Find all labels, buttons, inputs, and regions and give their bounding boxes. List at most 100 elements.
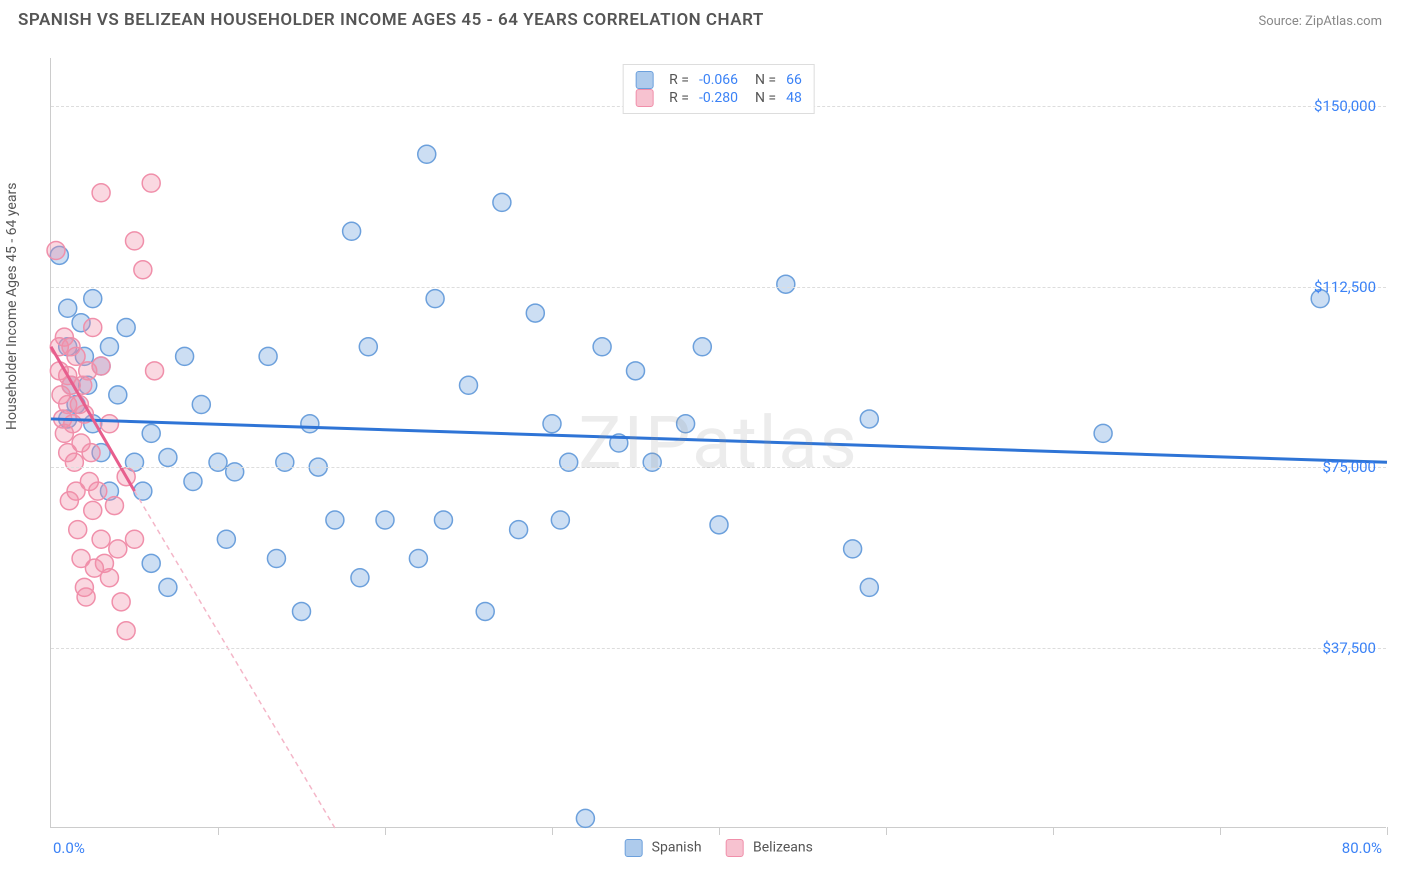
data-point — [860, 410, 878, 428]
data-point — [92, 357, 110, 375]
data-point — [643, 453, 661, 471]
data-point — [59, 299, 77, 317]
swatch-spanish — [624, 839, 642, 857]
data-point — [176, 347, 194, 365]
legend-item-spanish: Spanish — [624, 839, 701, 857]
data-point — [493, 193, 511, 211]
gridline — [51, 287, 1386, 288]
data-point — [418, 145, 436, 163]
corr-r-label: R = — [669, 90, 689, 106]
data-point — [1094, 424, 1112, 442]
y-axis-label: Householder Income Ages 45 - 64 years — [4, 183, 20, 430]
x-tick — [385, 827, 386, 835]
data-point — [376, 511, 394, 529]
data-point — [67, 347, 85, 365]
corr-r-label: R = — [669, 72, 689, 88]
corr-n-label: N = — [748, 72, 776, 88]
plot-svg — [51, 58, 1386, 827]
corr-r-spanish: -0.066 — [699, 72, 738, 88]
data-point — [92, 184, 110, 202]
data-point — [159, 578, 177, 596]
y-tick-label: $75,000 — [1322, 458, 1376, 476]
data-point — [105, 497, 123, 515]
data-point — [226, 463, 244, 481]
corr-row-spanish: R = -0.066 N = 66 — [635, 71, 802, 89]
data-point — [89, 482, 107, 500]
data-point — [543, 415, 561, 433]
x-tick — [1053, 827, 1054, 835]
gridline — [51, 648, 1386, 649]
data-point — [259, 347, 277, 365]
data-point — [526, 304, 544, 322]
x-tick — [886, 827, 887, 835]
data-point — [69, 521, 87, 539]
data-point — [142, 424, 160, 442]
data-point — [217, 530, 235, 548]
y-tick-label: $112,500 — [1314, 278, 1376, 296]
series-legend: Spanish Belizeans — [624, 839, 813, 857]
legend-label-spanish: Spanish — [652, 840, 702, 856]
data-point — [276, 453, 294, 471]
data-point — [100, 338, 118, 356]
data-point — [460, 376, 478, 394]
data-point — [434, 511, 452, 529]
swatch-belizeans — [635, 89, 653, 107]
x-tick — [552, 827, 553, 835]
data-point — [593, 338, 611, 356]
y-tick-label: $150,000 — [1314, 97, 1376, 115]
legend-label-belizeans: Belizeans — [753, 840, 813, 856]
data-point — [134, 261, 152, 279]
x-tick — [1387, 827, 1388, 835]
data-point — [126, 530, 144, 548]
data-point — [84, 501, 102, 519]
data-point — [326, 511, 344, 529]
data-point — [117, 622, 135, 640]
data-point — [351, 569, 369, 587]
data-point — [100, 415, 118, 433]
y-tick-label: $37,500 — [1322, 639, 1376, 657]
legend-item-belizeans: Belizeans — [726, 839, 813, 857]
data-point — [84, 319, 102, 337]
data-point — [693, 338, 711, 356]
chart-title: SPANISH VS BELIZEAN HOUSEHOLDER INCOME A… — [18, 10, 764, 30]
data-point — [112, 593, 130, 611]
data-point — [677, 415, 695, 433]
data-point — [109, 386, 127, 404]
data-point — [192, 396, 210, 414]
source-attribution: Source: ZipAtlas.com — [1258, 14, 1382, 29]
data-point — [860, 578, 878, 596]
data-point — [209, 453, 227, 471]
data-point — [777, 275, 795, 293]
data-point — [844, 540, 862, 558]
data-point — [134, 482, 152, 500]
data-point — [476, 602, 494, 620]
swatch-spanish — [635, 71, 653, 89]
data-point — [77, 588, 95, 606]
x-axis-min-label: 0.0% — [53, 839, 85, 857]
data-point — [100, 569, 118, 587]
data-point — [627, 362, 645, 380]
data-point — [184, 473, 202, 491]
data-point — [109, 540, 127, 558]
data-point — [84, 290, 102, 308]
corr-n-spanish: 66 — [786, 72, 802, 88]
data-point — [159, 448, 177, 466]
data-point — [142, 174, 160, 192]
data-point — [65, 453, 83, 471]
data-point — [551, 511, 569, 529]
data-point — [510, 521, 528, 539]
data-point — [142, 554, 160, 572]
data-point — [301, 415, 319, 433]
data-point — [293, 602, 311, 620]
corr-n-belizeans: 48 — [786, 90, 802, 106]
x-tick — [1220, 827, 1221, 835]
swatch-belizeans — [726, 839, 744, 857]
data-point — [576, 809, 594, 827]
data-point — [560, 453, 578, 471]
scatter-chart: ZIPatlas R = -0.066 N = 66 R = -0.280 N … — [50, 58, 1386, 828]
data-point — [710, 516, 728, 534]
data-point — [82, 444, 100, 462]
trend-line — [51, 419, 1387, 462]
data-point — [267, 550, 285, 568]
data-point — [126, 232, 144, 250]
